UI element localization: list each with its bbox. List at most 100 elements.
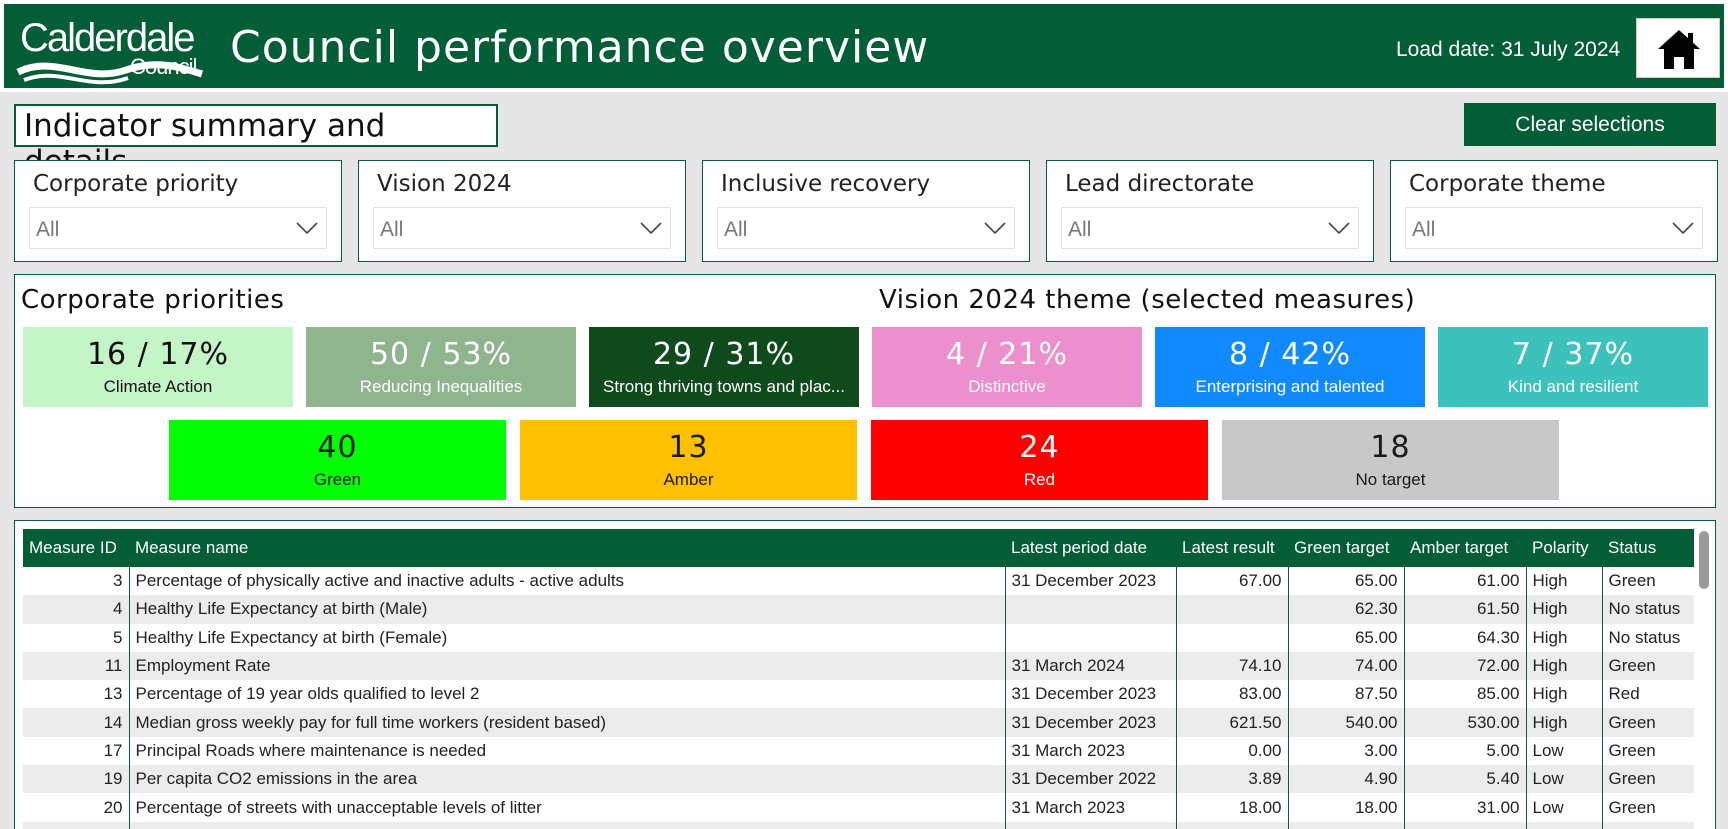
table-scrollbar[interactable]	[1699, 531, 1709, 589]
col-header-amber-target[interactable]: Amber target	[1404, 529, 1526, 567]
vision-2024-dropdown[interactable]: All	[373, 207, 671, 249]
col-header-latest-result[interactable]: Latest result	[1176, 529, 1288, 567]
table-cell: 31 December 2023	[1005, 567, 1177, 596]
card-status-red[interactable]: 24 Red	[871, 420, 1208, 500]
table-row[interactable]: 19 Per capita CO2 emissions in the area 31…	[23, 765, 1694, 794]
table-cell: 19	[23, 765, 130, 794]
table-cell: 67.00	[1176, 567, 1289, 596]
slicer-title: Corporate priority	[33, 171, 239, 197]
table-cell: 31.00	[1404, 793, 1527, 822]
table-cell	[1005, 595, 1177, 624]
table-cell	[129, 821, 1006, 829]
col-header-latest-period-date[interactable]: Latest period date	[1005, 529, 1176, 567]
table-cell: Low	[1526, 736, 1603, 766]
table-cell	[23, 821, 130, 829]
lead-directorate-dropdown[interactable]: All	[1061, 207, 1359, 249]
table-row[interactable]: 14 Median gross weekly pay for full time …	[23, 708, 1694, 737]
kpi-panel: Corporate priorities Vision 2024 theme (…	[14, 274, 1716, 508]
table-cell: 72.00	[1404, 651, 1527, 681]
table-cell: 31 December 2023	[1005, 708, 1177, 737]
card-value: 50 / 53%	[369, 337, 513, 372]
table-cell: 3.00	[1288, 736, 1405, 766]
corporate-theme-dropdown[interactable]: All	[1405, 207, 1703, 249]
card-label: Green	[313, 470, 362, 489]
table-cell: 31 December 2023	[1005, 680, 1177, 709]
card-label: Strong thriving towns and plac...	[603, 377, 845, 396]
table-cell	[1005, 821, 1177, 829]
chevron-down-icon	[1328, 222, 1350, 234]
home-icon	[1658, 30, 1700, 69]
card-kind-and-resilient[interactable]: 7 / 37% Kind and resilient	[1438, 327, 1708, 407]
slicer-corporate-priority: Corporate priority All	[14, 160, 342, 262]
card-status-no-target[interactable]: 18 No target	[1222, 420, 1559, 500]
card-value: 29 / 31%	[652, 337, 796, 372]
card-value: 4 / 21%	[946, 337, 1068, 372]
table-cell: No status	[1602, 595, 1694, 624]
col-header-polarity[interactable]: Polarity	[1526, 529, 1602, 567]
card-label: Amber	[663, 470, 714, 489]
table-row[interactable]	[23, 821, 1694, 829]
table-row[interactable]: 17 Principal Roads where maintenance is n…	[23, 736, 1694, 766]
table-cell: 0.00	[1176, 736, 1289, 766]
table-row[interactable]: 20 Percentage of streets with unacceptabl…	[23, 793, 1694, 822]
card-label: Red	[1023, 470, 1056, 489]
chevron-down-icon	[296, 222, 318, 234]
table-cell: Percentage of streets with unacceptable …	[129, 793, 1006, 822]
table-header-row: Measure ID Measure name Latest period da…	[23, 529, 1694, 567]
col-header-measure-name[interactable]: Measure name	[129, 529, 1005, 567]
card-label: Kind and resilient	[1507, 377, 1639, 396]
table-cell: Green	[1602, 765, 1694, 794]
table-cell: 65.00	[1288, 567, 1405, 596]
chevron-down-icon	[640, 222, 662, 234]
col-header-measure-id[interactable]: Measure ID	[23, 529, 129, 567]
col-header-green-target[interactable]: Green target	[1288, 529, 1404, 567]
measures-table-panel: Measure ID Measure name Latest period da…	[14, 520, 1716, 829]
table-cell: 18.00	[1288, 793, 1405, 822]
card-value: 13	[668, 430, 709, 465]
table-cell: 83.00	[1176, 680, 1289, 709]
clear-selections-button[interactable]: Clear selections	[1464, 103, 1716, 146]
card-distinctive[interactable]: 4 / 21% Distinctive	[872, 327, 1142, 407]
table-cell: 11	[23, 651, 130, 681]
dropdown-value: All	[1412, 218, 1436, 241]
card-climate-action[interactable]: 16 / 17% Climate Action	[23, 327, 293, 407]
table-cell: 65.00	[1288, 623, 1405, 652]
card-enterprising-and-talented[interactable]: 8 / 42% Enterprising and talented	[1155, 327, 1425, 407]
table-cell: Healthy Life Expectancy at birth (Female…	[129, 623, 1006, 652]
table-cell: Low	[1526, 765, 1603, 794]
table-cell: Green	[1602, 651, 1694, 681]
corporate-priority-dropdown[interactable]: All	[29, 207, 327, 249]
table-cell: 5.40	[1404, 765, 1527, 794]
card-value: 8 / 42%	[1229, 337, 1351, 372]
table-row[interactable]: 4 Healthy Life Expectancy at birth (Male)…	[23, 595, 1694, 624]
table-row[interactable]: 11 Employment Rate 31 March 2024 74.10 74.00…	[23, 651, 1694, 681]
table-cell: Red	[1608, 684, 1640, 704]
home-button[interactable]	[1636, 18, 1720, 78]
table-cell: 64.30	[1404, 623, 1527, 652]
section-title: Indicator summary and details	[14, 104, 498, 180]
card-value: 16 / 17%	[86, 337, 230, 372]
col-header-status[interactable]: Status	[1602, 529, 1694, 567]
table-cell	[1005, 623, 1177, 652]
table-cell: Low	[1526, 793, 1603, 822]
table-row[interactable]: 5 Healthy Life Expectancy at birth (Femal…	[23, 623, 1694, 652]
card-reducing-inequalities[interactable]: 50 / 53% Reducing Inequalities	[306, 327, 576, 407]
table-cell: High	[1526, 651, 1603, 681]
table-cell: 5	[23, 623, 130, 652]
table-cell: 74.10	[1176, 651, 1289, 681]
app-header: Calderdale Council Council performance o…	[0, 0, 1728, 92]
table-cell: Green	[1608, 571, 1656, 591]
card-status-green[interactable]: 40 Green	[169, 420, 506, 500]
table-cell: Green	[1608, 740, 1656, 760]
inclusive-recovery-dropdown[interactable]: All	[717, 207, 1015, 249]
card-strong-thriving-towns[interactable]: 29 / 31% Strong thriving towns and plac.…	[589, 327, 859, 407]
slicer-title: Vision 2024	[377, 171, 512, 197]
card-label: No target	[1355, 470, 1426, 489]
slicer-title: Lead directorate	[1065, 171, 1255, 197]
table-row[interactable]: 3 Percentage of physically active and ina…	[23, 567, 1694, 596]
table-row[interactable]: 13 Percentage of 19 year olds qualified t…	[23, 680, 1694, 709]
card-status-amber[interactable]: 13 Amber	[520, 420, 857, 500]
slicer-title: Inclusive recovery	[721, 171, 931, 197]
table-cell: 62.30	[1288, 595, 1405, 624]
dropdown-value: All	[724, 218, 748, 241]
